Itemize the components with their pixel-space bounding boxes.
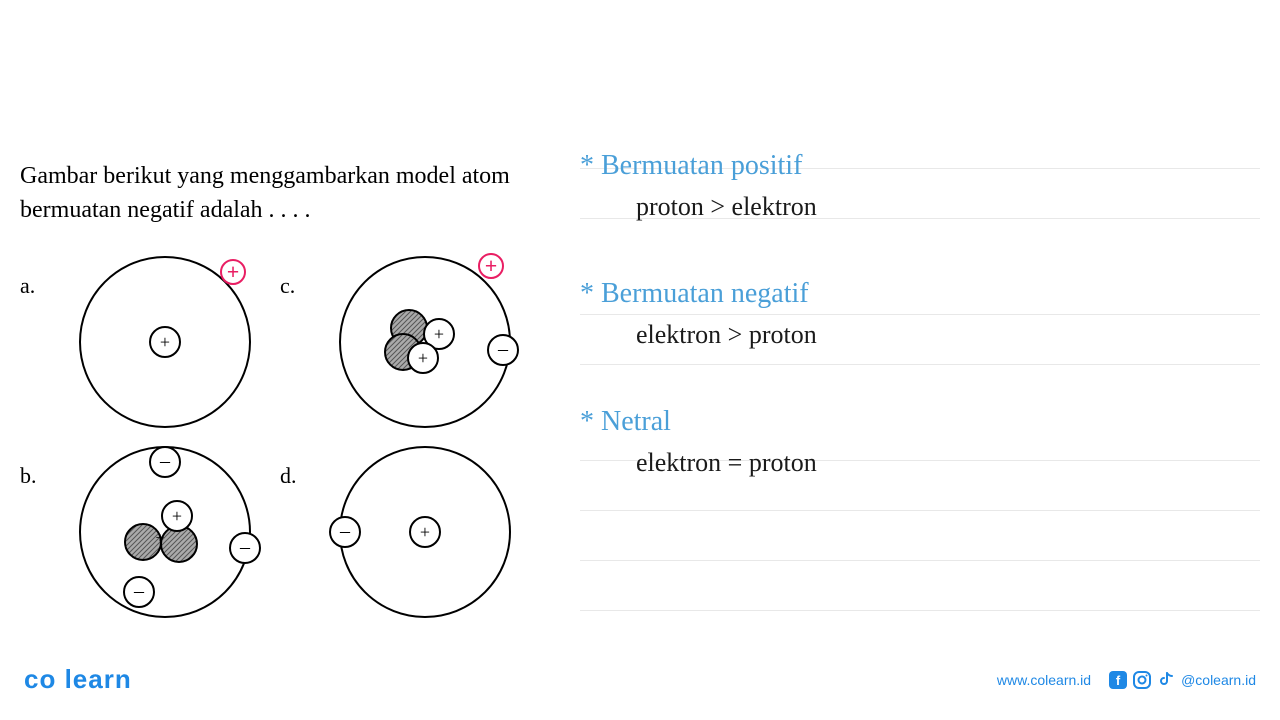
website-url: www.colearn.id: [997, 672, 1091, 688]
option-a-label: a.: [20, 273, 35, 299]
note-title: * Netral: [580, 406, 1260, 438]
question-text: Gambar berikut yang menggambarkan model …: [20, 160, 540, 227]
option-a: a. + +: [20, 247, 280, 437]
svg-text:–: –: [239, 536, 251, 558]
svg-text:+: +: [172, 506, 182, 526]
svg-text:–: –: [133, 580, 145, 602]
svg-text:f: f: [1116, 673, 1121, 688]
footer-right: www.colearn.id f @colearn.id: [997, 671, 1256, 689]
instagram-icon: [1133, 671, 1151, 689]
svg-text:+: +: [160, 332, 170, 352]
note-title: * Bermuatan negatif: [580, 278, 1260, 310]
svg-text:–: –: [339, 520, 351, 542]
options-grid: a. + + c.: [20, 247, 540, 627]
option-b-label: b.: [20, 463, 37, 489]
note-title: * Bermuatan positif: [580, 150, 1260, 182]
option-d: d. + –: [280, 437, 540, 627]
marker-a-plus: +: [220, 259, 246, 285]
facebook-icon: f: [1109, 671, 1127, 689]
svg-text:–: –: [159, 450, 171, 472]
option-d-label: d.: [280, 463, 297, 489]
svg-text:+: +: [420, 522, 430, 542]
atom-b-diagram: + + – – –: [60, 437, 270, 627]
atom-d-diagram: + –: [320, 437, 530, 627]
marker-c-plus: +: [478, 253, 504, 279]
social-icons: f @colearn.id: [1109, 671, 1256, 689]
social-handle: @colearn.id: [1181, 672, 1256, 688]
note-line: proton > elektron: [636, 192, 1260, 222]
notes-panel: * Bermuatan positif proton > elektron * …: [560, 0, 1280, 720]
svg-text:–: –: [497, 338, 509, 360]
note-line: elektron > proton: [636, 320, 1260, 350]
option-b: b. + + –: [20, 437, 280, 627]
svg-text:+: +: [434, 324, 444, 344]
option-c: c. + + –: [280, 247, 540, 437]
option-c-label: c.: [280, 273, 295, 299]
tiktok-icon: [1157, 671, 1175, 689]
question-panel: Gambar berikut yang menggambarkan model …: [0, 0, 560, 720]
notes-area: * Bermuatan positif proton > elektron * …: [580, 150, 1260, 478]
footer: co learn www.colearn.id f @colearn.id: [0, 664, 1280, 695]
logo: co learn: [24, 664, 132, 695]
note-negative: * Bermuatan negatif elektron > proton: [580, 278, 1260, 350]
note-neutral: * Netral elektron = proton: [580, 406, 1260, 478]
svg-text:+: +: [155, 530, 164, 547]
svg-text:+: +: [418, 348, 428, 368]
note-line: elektron = proton: [636, 448, 1260, 478]
note-positive: * Bermuatan positif proton > elektron: [580, 150, 1260, 222]
